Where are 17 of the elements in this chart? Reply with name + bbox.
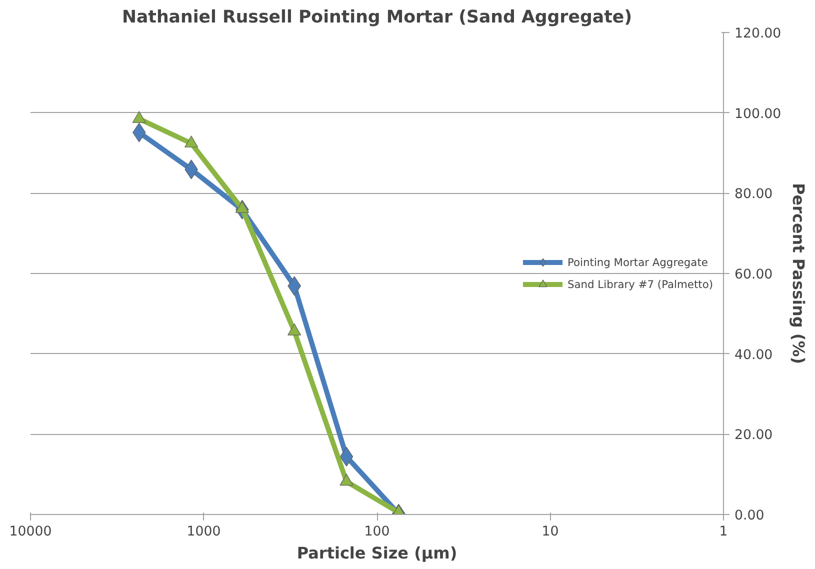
y-tick-label: 60.00 (734, 268, 773, 282)
x-tick-label: 100 (364, 524, 390, 540)
x-axis-title: Particle Size (µm) (296, 544, 458, 562)
legend-label: Pointing Mortar Aggregate (567, 256, 708, 268)
legend-label: Sand Library #7 (Palmetto) (567, 278, 713, 290)
y-tick-label: 120.00 (734, 26, 782, 42)
x-tick-label: 10000 (9, 524, 52, 540)
chart-title: Nathaniel Russell Pointing Mortar (Sand Aggregate) (122, 8, 632, 28)
y-tick-label: 80.00 (734, 187, 773, 202)
y-tick-label: 100.00 (734, 106, 782, 122)
y-axis-title: Percent Passing (%) (789, 182, 808, 364)
y-tick-label: 20.00 (734, 428, 773, 444)
y-tick-label: 0.00 (734, 508, 764, 524)
y-tick-label: 40.00 (734, 348, 773, 363)
x-tick-label: 1 (719, 524, 728, 540)
x-tick-label: 1000 (186, 524, 221, 540)
x-tick-label: 10 (542, 524, 559, 540)
